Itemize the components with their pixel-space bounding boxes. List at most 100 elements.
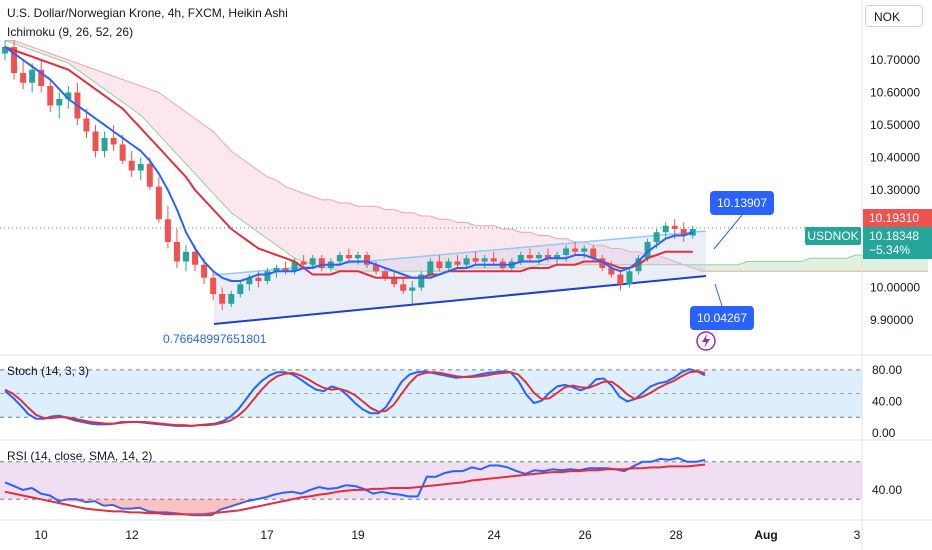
candle xyxy=(173,229,180,268)
band-background xyxy=(0,461,862,500)
series-line xyxy=(4,457,706,517)
candle-body xyxy=(128,160,135,171)
candle xyxy=(264,268,271,285)
candle xyxy=(626,268,633,288)
candle xyxy=(345,248,352,262)
candle xyxy=(400,277,407,294)
candle-body xyxy=(101,138,108,151)
time-tick: 19 xyxy=(351,528,365,542)
candle-body xyxy=(29,69,36,83)
candle-body xyxy=(300,261,307,265)
candle-body xyxy=(391,277,398,285)
candle xyxy=(309,255,316,268)
candle-body xyxy=(282,268,289,272)
currency-selector[interactable]: NOK xyxy=(865,5,923,27)
price-tick: 10.00000 xyxy=(870,281,920,295)
chart-title[interactable]: U.S. Dollar/Norwegian Krone, 4h, FXCM, H… xyxy=(7,6,288,20)
last-price-badge xyxy=(863,227,932,259)
callout-lower[interactable]: 10.04267 xyxy=(690,306,754,330)
candle xyxy=(110,125,117,151)
candle xyxy=(364,251,370,268)
candle-body xyxy=(20,73,27,83)
candle xyxy=(146,157,153,190)
candle xyxy=(354,251,361,265)
candle-body xyxy=(680,229,687,236)
time-tick: Aug xyxy=(754,528,777,542)
high-price-text: 10.19310 xyxy=(869,211,919,225)
high-price-badge xyxy=(863,209,932,227)
price-axis[interactable]: 10.70000 10.60000 10.50000 10.40000 10.30000… xyxy=(805,53,932,327)
candle xyxy=(92,125,99,158)
time-tick: 10 xyxy=(34,528,48,542)
candle xyxy=(183,245,189,272)
candle-body xyxy=(626,271,633,285)
candle-body xyxy=(65,92,72,99)
channel-lower-line[interactable] xyxy=(213,275,707,325)
candle-body xyxy=(219,294,226,304)
candle xyxy=(545,248,551,262)
series-line xyxy=(4,370,706,427)
candle xyxy=(318,255,325,272)
candle-body xyxy=(110,138,117,145)
candle-body xyxy=(590,248,597,259)
candle-body xyxy=(599,258,606,268)
candle-body xyxy=(92,131,99,151)
candle xyxy=(65,86,72,109)
candle-body xyxy=(2,47,8,54)
rsi-pane: 40.00 xyxy=(0,457,902,517)
candle-body xyxy=(400,284,407,291)
ichimoku-legend[interactable]: Ichimoku (9, 26, 52, 26) xyxy=(7,25,134,39)
candle xyxy=(599,255,606,272)
candle xyxy=(282,261,289,275)
candle-body xyxy=(445,261,452,268)
osc-tick: 40.00 xyxy=(872,483,902,497)
change-text: −5.34% xyxy=(869,243,910,257)
candle-body xyxy=(671,225,678,229)
candle xyxy=(219,287,226,311)
candle-body xyxy=(653,232,660,242)
candle-body xyxy=(409,287,416,291)
candle-body xyxy=(644,242,651,259)
lightning-icon[interactable] xyxy=(696,331,716,351)
ichimoku-lines xyxy=(4,46,694,282)
candle-body xyxy=(608,268,615,275)
symbol-badge[interactable] xyxy=(805,227,861,245)
candle xyxy=(128,151,135,177)
candle xyxy=(418,271,425,291)
rsi-title[interactable]: RSI (14, close, SMA, 14, 2) xyxy=(7,449,152,463)
cloud-segment xyxy=(674,248,929,272)
candle xyxy=(391,271,398,288)
osc-tick: 40.00 xyxy=(872,394,902,408)
candle-body xyxy=(137,164,144,171)
candle-body xyxy=(517,255,524,262)
osc-tick: 80.00 xyxy=(872,363,902,377)
fib-label[interactable]: 0.76648997651801 xyxy=(163,332,267,346)
callout-lower-text: 10.04267 xyxy=(697,311,747,325)
time-tick: 26 xyxy=(578,528,592,542)
candle xyxy=(336,251,343,265)
candle-body xyxy=(146,164,153,187)
candle-body xyxy=(563,248,570,255)
time-axis[interactable]: 10 12 17 19 24 26 28 Aug 3 xyxy=(34,528,860,542)
ichimoku-cloud xyxy=(4,40,929,272)
candle-body xyxy=(436,261,443,268)
candle xyxy=(472,251,479,265)
annotations[interactable]: 10.13907 10.04267 0.76648997651801 xyxy=(163,191,774,351)
leading-span-b xyxy=(5,40,929,272)
candle-body xyxy=(264,271,271,281)
candle xyxy=(210,271,217,301)
candle-body xyxy=(273,268,280,272)
candle xyxy=(47,79,54,112)
candle-body xyxy=(228,294,235,304)
candle xyxy=(445,258,452,272)
candle xyxy=(662,222,669,239)
candle xyxy=(101,131,108,158)
candle xyxy=(581,245,588,259)
price-tick: 10.50000 xyxy=(870,118,920,132)
candle xyxy=(382,268,389,281)
candle-body xyxy=(454,261,461,265)
symbol-text: USDNOK xyxy=(807,229,858,243)
callout-upper[interactable]: 10.13907 xyxy=(710,191,774,215)
stoch-title[interactable]: Stoch (14, 3, 3) xyxy=(7,364,89,378)
